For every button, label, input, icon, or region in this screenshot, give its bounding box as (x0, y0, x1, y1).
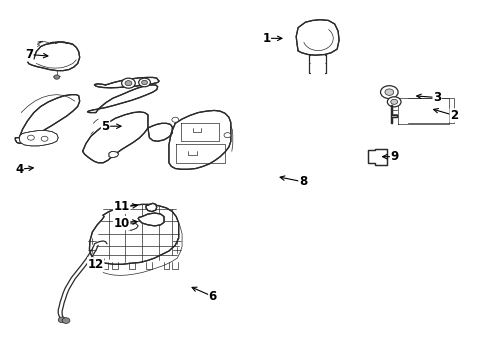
Text: 7: 7 (25, 48, 33, 61)
Text: 11: 11 (113, 201, 129, 213)
Circle shape (171, 117, 178, 122)
Circle shape (125, 81, 132, 86)
Polygon shape (94, 77, 159, 88)
Polygon shape (27, 42, 80, 71)
Circle shape (62, 318, 70, 323)
Circle shape (41, 136, 48, 141)
Circle shape (224, 133, 230, 138)
Polygon shape (138, 213, 163, 226)
Text: 10: 10 (113, 216, 129, 230)
Polygon shape (146, 203, 157, 212)
Polygon shape (109, 151, 119, 158)
Polygon shape (390, 105, 396, 123)
Text: 4: 4 (15, 163, 23, 176)
Polygon shape (15, 95, 80, 143)
Polygon shape (122, 223, 138, 230)
Polygon shape (168, 111, 230, 169)
Circle shape (122, 78, 135, 88)
Text: 8: 8 (298, 175, 306, 188)
Text: 12: 12 (87, 258, 103, 271)
Circle shape (54, 75, 60, 79)
Text: 9: 9 (390, 150, 398, 163)
Circle shape (390, 99, 397, 104)
Circle shape (142, 80, 147, 85)
Text: 2: 2 (449, 109, 457, 122)
Circle shape (27, 135, 34, 140)
Polygon shape (148, 123, 172, 141)
Text: 3: 3 (432, 91, 440, 104)
Circle shape (384, 89, 393, 95)
Text: 6: 6 (208, 290, 217, 303)
Circle shape (386, 97, 400, 107)
Text: 1: 1 (262, 32, 270, 45)
Text: 5: 5 (101, 120, 109, 133)
Polygon shape (89, 204, 178, 264)
Circle shape (380, 86, 397, 99)
Circle shape (58, 317, 66, 323)
Polygon shape (367, 149, 386, 165)
Polygon shape (87, 85, 158, 113)
Polygon shape (82, 112, 148, 163)
Circle shape (139, 78, 150, 87)
Polygon shape (296, 20, 338, 55)
Polygon shape (19, 131, 58, 146)
